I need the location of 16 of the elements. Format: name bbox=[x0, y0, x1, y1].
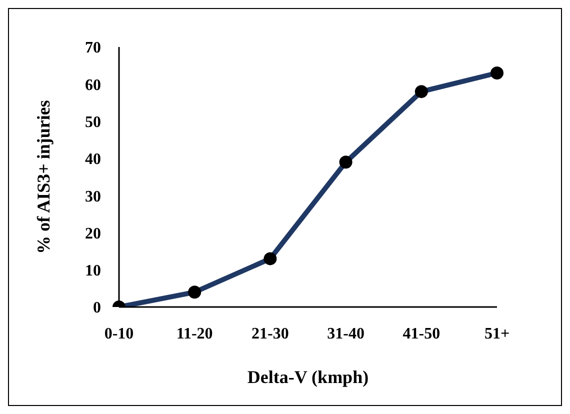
y-tick-label: 60 bbox=[85, 76, 101, 94]
x-axis-title: Delta-V (kmph) bbox=[247, 367, 369, 387]
y-tick-label: 20 bbox=[85, 225, 101, 242]
x-tick-label: 21-30 bbox=[252, 325, 289, 342]
x-tick-label: 51+ bbox=[484, 325, 510, 342]
x-tick-label: 31-40 bbox=[327, 325, 364, 342]
y-tick-label: 0 bbox=[93, 300, 101, 317]
x-tick-label: 11-20 bbox=[176, 325, 213, 342]
y-tick-label: 10 bbox=[85, 262, 101, 280]
x-tick-label: 41-50 bbox=[402, 325, 440, 342]
x-tick-label: 0-10 bbox=[104, 325, 134, 342]
y-tick-label: 40 bbox=[85, 151, 101, 168]
y-tick-label: 70 bbox=[85, 40, 101, 57]
y-tick-label: 50 bbox=[85, 114, 101, 131]
y-tick-label: 30 bbox=[85, 188, 101, 206]
y-axis-title: % of AIS3+ injuries bbox=[33, 100, 54, 254]
